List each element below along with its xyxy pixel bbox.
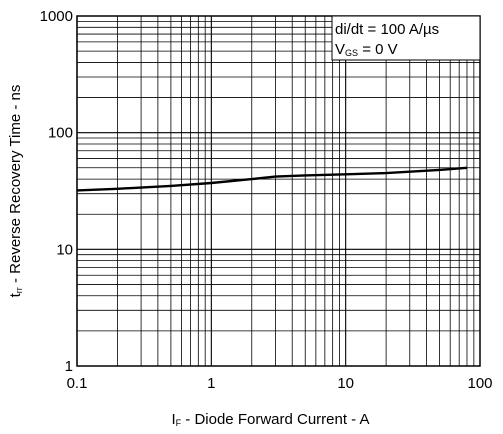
annotation-vgs-symbol: V <box>335 41 345 58</box>
y-tick-label: 100 <box>48 125 73 142</box>
x-tick-label: 0.1 <box>67 375 88 392</box>
plot-frame <box>76 15 481 367</box>
x-tick-label: 100 <box>467 375 492 392</box>
annotation-didt: di/dt = 100 A/µs <box>335 21 439 38</box>
x-axis-label-subscript: F <box>176 418 182 428</box>
y-axis-label-subscript: rr <box>14 287 24 293</box>
annotation-vgs: VGS = 0 V <box>335 41 398 58</box>
y-axis-label-text: - Reverse Recovery Time - ns <box>7 85 24 288</box>
y-tick-label: 10 <box>56 241 73 258</box>
x-axis-label-symbol: I <box>171 411 175 428</box>
series-line <box>76 166 468 192</box>
x-axis-label-text: - Diode Forward Current - A <box>181 411 369 428</box>
x-tick-label: 10 <box>337 375 354 392</box>
y-tick-label: 1000 <box>40 8 73 25</box>
series-layer <box>76 166 468 192</box>
annotation-box <box>331 15 481 61</box>
y-tick-label: 1 <box>65 358 73 375</box>
annotation-vgs-subscript: GS <box>345 48 358 58</box>
grid-lines <box>76 16 480 367</box>
y-axis-label-symbol: t <box>7 292 24 297</box>
annotation-vgs-text: = 0 V <box>358 41 398 58</box>
y-axis-label: trr - Reverse Recovery Time - ns <box>7 85 24 298</box>
x-tick-label: 1 <box>207 375 215 392</box>
x-axis-label: IF - Diode Forward Current - A <box>171 411 369 428</box>
